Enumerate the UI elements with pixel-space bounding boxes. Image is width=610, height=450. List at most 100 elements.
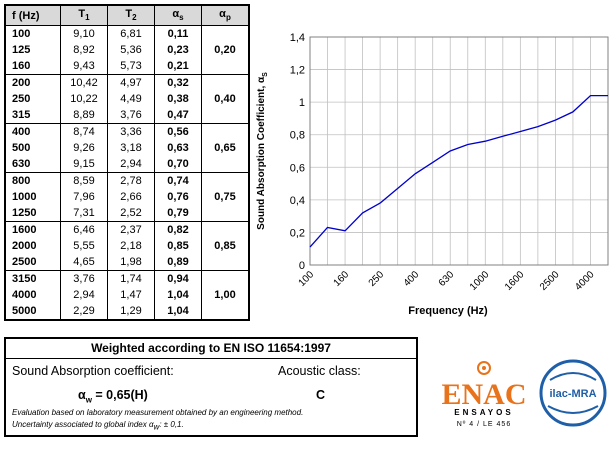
alpha-s-cell: 0,63 (154, 140, 202, 156)
alpha-s-cell: 0,76 (154, 189, 202, 205)
table-header-row: f (Hz) T1 T2 αs αp (4, 5, 250, 26)
frequency-cell: 3150 (4, 270, 61, 287)
alpha-s-cell: 0,32 (154, 74, 202, 91)
t1-cell: 8,92 (60, 42, 108, 58)
alpha-p-cell: 0,20 (201, 25, 250, 75)
alpha-s-cell: 0,56 (154, 123, 202, 140)
t2-cell: 5,73 (107, 58, 155, 75)
t1-cell: 10,42 (60, 74, 108, 91)
ilac-wordmark: ilac-MRA (549, 388, 596, 400)
acoustic-class-label: Acoustic class: (278, 364, 361, 378)
y-tick-label: 0 (299, 260, 305, 272)
t1-cell: 5,55 (60, 238, 108, 254)
alpha-w-value: αw = 0,65(H) (78, 388, 148, 405)
uncertainty-note: Uncertainty associated to global index α… (12, 420, 184, 432)
t1-cell: 10,22 (60, 91, 108, 107)
alpha-s-cell: 0,47 (154, 107, 202, 124)
x-tick-label: 100 (297, 269, 317, 289)
t2-cell: 2,52 (107, 205, 155, 222)
x-tick-label: 250 (367, 269, 387, 289)
frequency-cell: 1600 (4, 221, 61, 238)
x-tick-label: 4000 (573, 269, 597, 293)
frequency-cell: 100 (4, 25, 61, 42)
table-row: 4000 2,94 1,47 1,04 (4, 287, 249, 303)
t1-cell: 9,43 (60, 58, 108, 75)
alpha-s-cell: 0,82 (154, 221, 202, 238)
absorption-chart: 0 0,2 0,4 0,6 0,8 1 1,2 1,4 100 160 250 400 630 1000 1… (256, 32, 609, 317)
t2-cell: 2,18 (107, 238, 155, 254)
alpha-p-cell: 0,40 (201, 74, 250, 124)
table-row: 160 9,43 5,73 0,21 (4, 58, 249, 75)
table-row: 125 8,92 5,36 0,23 (4, 42, 249, 58)
alpha-s-cell: 0,89 (154, 254, 202, 271)
t1-cell: 9,26 (60, 140, 108, 156)
t1-cell: 8,89 (60, 107, 108, 124)
alpha-p-cell: 0,65 (201, 123, 250, 173)
frequency-cell: 125 (4, 42, 61, 58)
alpha-s-cell: 0,23 (154, 42, 202, 58)
frequency-cell: 800 (4, 172, 61, 189)
t2-cell: 1,29 (107, 303, 155, 320)
alpha-s-cell: 0,38 (154, 91, 202, 107)
alpha-p-cell: 0,75 (201, 172, 250, 222)
table-row: 2500 4,65 1,98 0,89 (4, 254, 249, 271)
header-alpha-p: αp (201, 5, 250, 26)
t1-cell: 8,59 (60, 172, 108, 189)
acoustic-class-value: C (316, 388, 326, 402)
t2-cell: 5,36 (107, 42, 155, 58)
x-tick-label: 1600 (503, 269, 527, 293)
t2-cell: 2,94 (107, 156, 155, 173)
y-tick-label: 1 (299, 97, 305, 109)
table-row: 1000 7,96 2,66 0,76 (4, 189, 249, 205)
frequency-cell: 630 (4, 156, 61, 173)
t1-cell: 9,15 (60, 156, 108, 173)
alpha-s-cell: 1,04 (154, 303, 202, 320)
alpha-s-cell: 0,21 (154, 58, 202, 75)
ilac-mra-logo: ilac-MRA (539, 359, 607, 427)
t2-cell: 2,78 (107, 172, 155, 189)
table-row: 800 8,59 2,78 0,74 0,75 (4, 172, 250, 222)
t1-cell: 7,96 (60, 189, 108, 205)
table-row: 400 8,74 3,36 0,56 0,65 (4, 123, 250, 173)
y-tick-label: 0,4 (290, 195, 305, 207)
frequency-cell: 4000 (4, 287, 61, 303)
t1-cell: 3,76 (60, 270, 108, 287)
table-row: 1250 7,31 2,52 0,79 (4, 205, 249, 222)
table-row: 250 10,22 4,49 0,38 (4, 91, 249, 107)
t2-cell: 2,66 (107, 189, 155, 205)
alpha-p-cell: 1,00 (201, 270, 250, 320)
weighted-title: Weighted according to EN ISO 11654:1997 (6, 339, 416, 359)
t1-cell: 9,10 (60, 25, 108, 42)
enac-logo: ENAC ENSAYOS Nº 4 / LE 456 (441, 361, 527, 428)
plot-area-border (309, 36, 609, 266)
t2-cell: 3,18 (107, 140, 155, 156)
table-row: 200 10,42 4,97 0,32 0,40 (4, 74, 250, 124)
t2-cell: 6,81 (107, 25, 155, 42)
enac-wordmark: ENAC (441, 378, 526, 411)
y-tick-label: 0,6 (290, 162, 305, 174)
y-tick-label: 0,8 (290, 130, 305, 142)
t2-cell: 4,49 (107, 91, 155, 107)
t1-cell: 8,74 (60, 123, 108, 140)
enac-number: Nº 4 / LE 456 (457, 421, 511, 428)
t1-cell: 2,29 (60, 303, 108, 320)
header-t1: T1 (60, 5, 108, 26)
x-tick-label: 1000 (468, 269, 492, 293)
alpha-s-cell: 0,79 (154, 205, 202, 222)
alpha-p-cell: 0,85 (201, 221, 250, 271)
table-row: 630 9,15 2,94 0,70 (4, 156, 249, 173)
y-tick-label: 0,2 (290, 227, 305, 239)
table-row: 1600 6,46 2,37 0,82 0,85 (4, 221, 250, 271)
header-frequency: f (Hz) (4, 5, 61, 26)
x-tick-label: 160 (332, 269, 352, 289)
y-axis-label: Sound Absorption Coefficient, αS (256, 72, 269, 230)
t2-cell: 1,47 (107, 287, 155, 303)
alpha-s-cell: 0,74 (154, 172, 202, 189)
t2-cell: 3,76 (107, 107, 155, 124)
frequency-cell: 250 (4, 91, 61, 107)
t2-cell: 2,37 (107, 221, 155, 238)
frequency-cell: 160 (4, 58, 61, 75)
t1-cell: 4,65 (60, 254, 108, 271)
header-t2: T2 (107, 5, 155, 26)
series-line (309, 94, 608, 248)
